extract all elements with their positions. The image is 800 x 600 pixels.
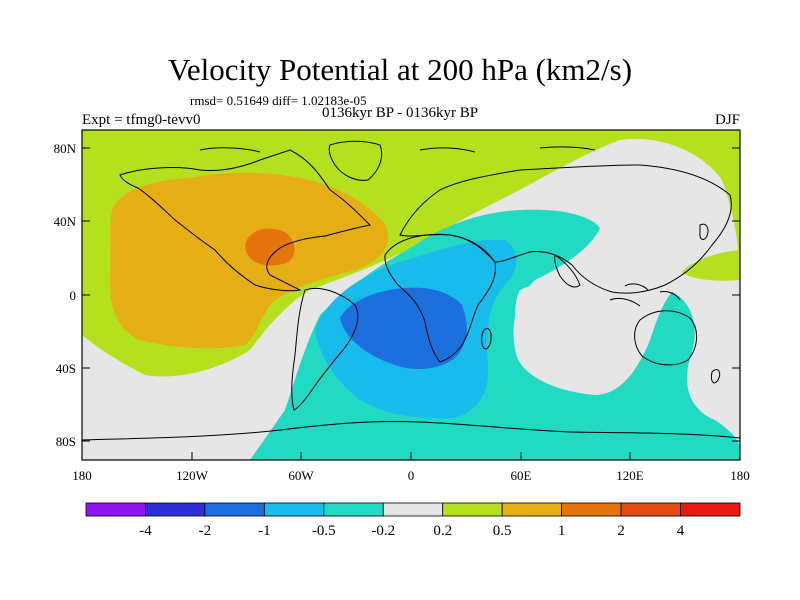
colorbar-label: 0.5 <box>493 523 512 539</box>
colorbar-swatch <box>323 502 384 517</box>
coast-antarctica <box>82 420 740 441</box>
colorbar-label: -0.5 <box>312 523 336 539</box>
colorbar <box>85 502 741 517</box>
colorbar-swatch <box>561 502 622 517</box>
coast-eurasia <box>399 164 732 294</box>
y-tick-label: 0 <box>70 288 77 303</box>
colorbar-label: -1 <box>258 523 271 539</box>
season-label: DJF <box>714 112 740 128</box>
y-tick-label: 40S <box>56 361 76 376</box>
x-tick-labels: 180 120W 60W 0 60E 120E 180 <box>72 468 750 483</box>
x-tick-marks <box>81 452 741 460</box>
y-tick-label: 80S <box>56 434 76 449</box>
colorbar-swatch <box>204 502 265 517</box>
colorbar-label: 1 <box>558 523 566 539</box>
x-tick-label: 180 <box>730 468 750 483</box>
colorbar-swatch <box>382 502 444 517</box>
colorbar-swatch <box>501 502 563 517</box>
colorbar-swatch <box>145 502 206 517</box>
coast-arctic-islands <box>199 146 596 153</box>
colorbar-label: 4 <box>677 523 685 539</box>
colorbar-label: -2 <box>199 523 212 539</box>
coast-maritime-continent <box>609 283 681 307</box>
y-tick-marks <box>82 147 740 442</box>
y-tick-label: 80N <box>54 141 77 156</box>
x-tick-label: 0 <box>408 468 415 483</box>
colorbar-swatch <box>263 502 325 517</box>
colorbar-swatch <box>85 502 146 517</box>
coastlines <box>82 140 740 441</box>
y-tick-label: 40N <box>54 214 77 229</box>
colorbar-label: -0.2 <box>371 523 395 539</box>
y-tick-labels: 80N 40N 0 40S 80S <box>54 141 77 449</box>
coast-madagascar <box>481 327 492 350</box>
field-caribbean-core <box>245 228 295 266</box>
field-indian-gap <box>515 281 622 389</box>
colorbar-swatch <box>620 502 681 517</box>
x-tick-label: 60E <box>511 468 532 483</box>
coast-north-america <box>119 149 372 292</box>
period-subtitle: 0136kyr BP - 0136kyr BP <box>322 105 479 121</box>
x-tick-label: 120W <box>176 468 209 483</box>
coast-india <box>554 254 581 288</box>
x-tick-label: 180 <box>72 468 92 483</box>
colorbar-label: -4 <box>139 523 152 539</box>
x-tick-label: 120E <box>616 468 644 483</box>
coast-new-zealand <box>711 369 721 384</box>
colorbar-swatch <box>442 502 503 517</box>
colorbar-label: 2 <box>617 523 625 539</box>
field-layer <box>82 130 740 460</box>
coast-japan <box>699 223 709 240</box>
colorbar-label: 0.2 <box>433 523 452 539</box>
coast-south-america <box>291 287 359 411</box>
experiment-label: Expt = tfmg0-tevv0 <box>82 112 201 128</box>
coast-australia <box>634 310 697 366</box>
field-south-atlantic-core <box>340 287 467 370</box>
map-title: Velocity Potential at 200 hPa (km2/s) <box>167 52 633 87</box>
colorbar-labels: -4 -2 -1 -0.5 -0.2 0.2 0.5 1 2 4 <box>139 523 685 539</box>
x-tick-label: 60W <box>288 468 314 483</box>
coast-greenland <box>328 140 383 181</box>
stats-line: rmsd= 0.51649 diff= 1.02183e-05 <box>190 93 367 108</box>
field-americas-high <box>109 172 389 349</box>
field-pacific-tongue <box>682 250 740 281</box>
colorbar-swatch <box>680 502 741 517</box>
